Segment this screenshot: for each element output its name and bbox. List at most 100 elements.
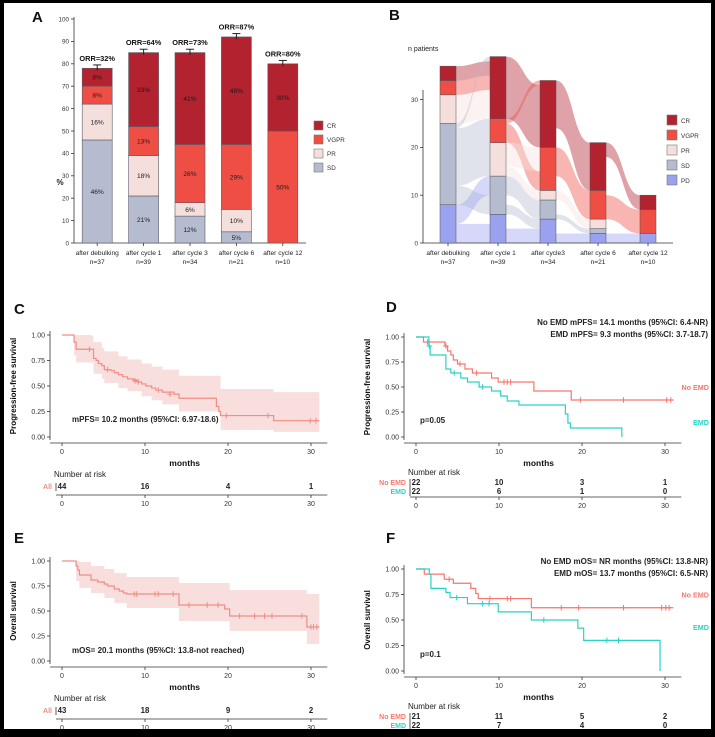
risk-row-label: EMD: [390, 723, 406, 730]
alluvial-chart: 0 10 20 30 n patients after debulking n=37 afte…: [408, 46, 699, 266]
x-category-label: after cycle 6: [219, 250, 255, 257]
bar-segment-sd: [128, 195, 159, 244]
risk-x-tick-label: 30: [307, 501, 315, 508]
orr-label: ORR=80%: [265, 49, 301, 58]
segment-label: 10%: [230, 218, 243, 225]
risk-table-title: Number at risk: [408, 702, 461, 711]
risk-x-tick-label: 10: [141, 501, 149, 508]
risk-x-tick-label: 0: [60, 725, 64, 732]
stratum-vgpr: [589, 190, 607, 220]
panel-label-e: E: [14, 530, 25, 547]
km-curve-no-emd: [416, 336, 674, 401]
risk-row-label: No EMD: [379, 714, 406, 721]
x-category-n: n=39: [136, 259, 151, 266]
risk-count: 0: [663, 487, 668, 496]
stratum-vgpr: [539, 147, 557, 191]
flow-vgpr: [506, 123, 540, 191]
x-category-n: n=34: [183, 259, 198, 266]
y-tick-label: 0.50: [31, 383, 45, 390]
risk-count: 0: [663, 721, 668, 730]
segment-label: 6%: [185, 207, 195, 214]
risk-table-title: Number at risk: [408, 468, 461, 477]
confidence-band: [76, 561, 320, 644]
stratum-pd: [539, 218, 557, 244]
y-tick-label: 0.25: [31, 409, 45, 416]
risk-x-tick-label: 10: [141, 725, 149, 732]
bar-segment-cr: [174, 52, 206, 145]
flow-cr: [506, 56, 540, 148]
flow-sd: [506, 176, 540, 220]
x-category-label: after debulking: [76, 250, 120, 257]
y-tick-label: 20: [411, 145, 419, 152]
panel-label-c: C: [14, 301, 25, 318]
flow-pd: [456, 223, 490, 243]
x-tick-label: 0: [60, 449, 64, 456]
segment-label: 29%: [230, 174, 243, 181]
x-tick-label: 30: [661, 683, 669, 690]
segment-label: 5%: [232, 235, 242, 242]
legend-label: CR: [327, 123, 337, 130]
y-tick-label: 0.50: [31, 608, 45, 615]
orr-label: ORR=73%: [172, 38, 208, 47]
pvalue-label: p=0.05: [420, 416, 446, 425]
risk-count: 2: [663, 712, 668, 721]
km-plot-D: 0.000.250.500.751.000 10 20 30Progression-f…: [363, 318, 709, 510]
y-axis-title: %: [56, 178, 63, 187]
panel-b-alluvial: B 0 10 20 30 n patients after debulking n=37 af…: [361, 5, 711, 293]
y-tick-label: 0.75: [385, 359, 399, 366]
risk-count: 1: [580, 487, 585, 496]
risk-count: 16: [141, 482, 150, 491]
y-axis-title: Overall survival: [363, 590, 372, 650]
legend-swatch-pd: [666, 174, 678, 186]
risk-count: 11: [495, 712, 504, 721]
flow-pd: [506, 228, 540, 243]
bar-segment-cr: [128, 52, 159, 127]
legend-label: SD: [681, 163, 690, 170]
stratum-pr: [439, 94, 457, 124]
risk-count: 4: [226, 482, 231, 491]
bar-segment-sd: [174, 215, 206, 244]
panel-f-chart: 0.00 0.25 0.50 0.75 1.00 0 10 20 30 Overall survi…: [358, 526, 711, 730]
legend-label: SD: [327, 165, 336, 172]
risk-count: 21: [412, 712, 421, 721]
x-tick-label: 20: [224, 673, 232, 680]
bar-segment-pr: [128, 155, 159, 197]
bar-segment-vgpr: [221, 144, 252, 210]
km-curve-emd: [416, 568, 661, 671]
risk-count: 4: [580, 721, 585, 730]
y-tick-label: 1.00: [31, 558, 45, 565]
segment-label: 33%: [137, 87, 150, 94]
risk-count: 3: [580, 478, 585, 487]
x-tick-label: 30: [307, 673, 315, 680]
y-tick-label: 0.75: [31, 583, 45, 590]
panel-a-chart: 0 10 20 30 40 50 60 70 80 90 100% 46% 16% 8% 8% ORR=32%…: [8, 5, 360, 293]
y-tick-label: 0.50: [385, 384, 399, 391]
flow-pr: [556, 190, 590, 229]
x-tick-label: 10: [141, 449, 149, 456]
flow-sd: [456, 142, 490, 186]
km-curve-emd: [416, 336, 623, 437]
risk-x-tick-label: 0: [414, 503, 418, 510]
stratum-cr: [589, 142, 607, 191]
x-category-n: n=39: [491, 259, 506, 266]
x-category-label: after cycle 12: [628, 250, 668, 257]
y-tick-label: 30: [411, 97, 419, 104]
risk-count: 7: [497, 721, 501, 730]
orr-label: ORR=32%: [79, 54, 115, 63]
y-axis-title: Progression-free survival: [9, 338, 18, 434]
panel-label-b: B: [389, 7, 400, 24]
risk-count: 44: [58, 482, 67, 491]
orr-label: ORR=64%: [126, 38, 162, 47]
x-category-label: after debulking: [426, 250, 470, 257]
risk-count: 1: [309, 482, 314, 491]
flow-sd: [556, 214, 590, 234]
risk-x-tick-label: 30: [307, 725, 315, 732]
legend: CR VGPR PR SD: [313, 120, 345, 173]
orr-label: ORR=87%: [219, 23, 255, 32]
median-annotation: mOS= 20.1 months (95%CI: 13.8-not reache…: [72, 646, 245, 655]
bar-segment-vgpr: [267, 130, 299, 244]
risk-count: 10: [495, 478, 504, 487]
confidence-band: [74, 335, 320, 432]
